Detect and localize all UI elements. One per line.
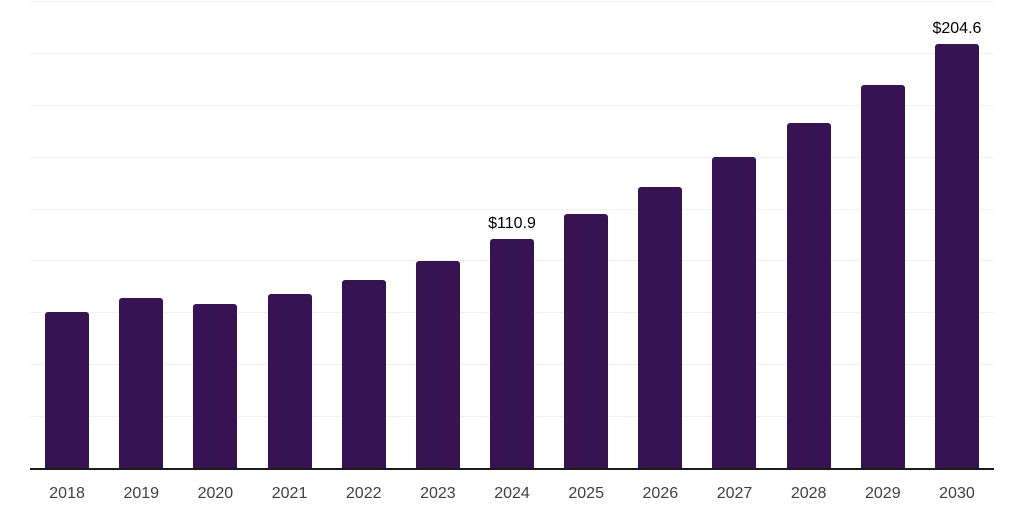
x-tick-label-2023: 2023	[420, 485, 456, 502]
bar-slot-2022	[327, 2, 401, 469]
bar-2019	[119, 298, 164, 469]
x-tick-label-2018: 2018	[49, 485, 85, 502]
bar-2030	[934, 44, 979, 469]
bar-slot-2021	[252, 2, 326, 469]
x-tick-label-2025: 2025	[568, 485, 604, 502]
bar-slot-2026	[623, 2, 697, 469]
x-tick-label-2019: 2019	[123, 485, 160, 502]
bar-2026	[638, 186, 683, 469]
bar-slot-2025	[549, 2, 623, 469]
x-tick-label-2026: 2026	[642, 485, 679, 502]
bar-slot-2029	[846, 2, 920, 469]
bars: $110.9 $204.6	[30, 2, 994, 469]
bar-slot-2028	[772, 2, 846, 469]
x-axis-labels: 2018 2019 2020 2021 2022 2023 2024 2025 2026 2027…	[30, 484, 994, 503]
x-tick-label-2028: 2028	[790, 485, 827, 502]
gridline	[30, 1, 994, 2]
bar-2028	[786, 123, 831, 469]
bar-slot-2019	[104, 2, 178, 469]
x-tick-label-2030: 2030	[939, 485, 975, 502]
bar-2029	[860, 84, 905, 469]
gridline	[30, 156, 994, 158]
gridline	[30, 52, 994, 54]
bar-slot-2023	[401, 2, 475, 469]
x-tick-label-2020: 2020	[197, 485, 234, 502]
bar-2023	[415, 261, 460, 469]
gridline	[30, 208, 994, 210]
bar-slot-2030: $204.6	[920, 2, 994, 469]
x-tick-label-2022: 2022	[345, 485, 382, 502]
bar-2027	[712, 157, 757, 469]
plot-area: $110.9 $204.6	[30, 1, 994, 469]
bar-2025	[564, 214, 609, 469]
bar-value-label-2024: $110.9	[488, 214, 536, 232]
bar-2024	[490, 238, 535, 469]
bar-slot-2018	[30, 2, 104, 469]
bar-slot-2024: $110.9	[475, 2, 549, 469]
bar-slot-2027	[697, 2, 771, 469]
bar-2018	[45, 311, 90, 469]
bar-value-label-2030: $204.6	[932, 20, 982, 38]
bar-2020	[193, 304, 238, 469]
x-tick-label-2029: 2029	[865, 485, 901, 502]
x-tick-label-2024: 2024	[494, 485, 530, 502]
x-axis-line	[30, 468, 994, 470]
bar-slot-2020	[178, 2, 252, 469]
x-tick-label-2021: 2021	[271, 485, 308, 502]
x-tick-label-2027: 2027	[716, 485, 753, 502]
bar-2022	[341, 279, 386, 469]
bar-2021	[267, 294, 312, 469]
gridline	[30, 104, 994, 106]
